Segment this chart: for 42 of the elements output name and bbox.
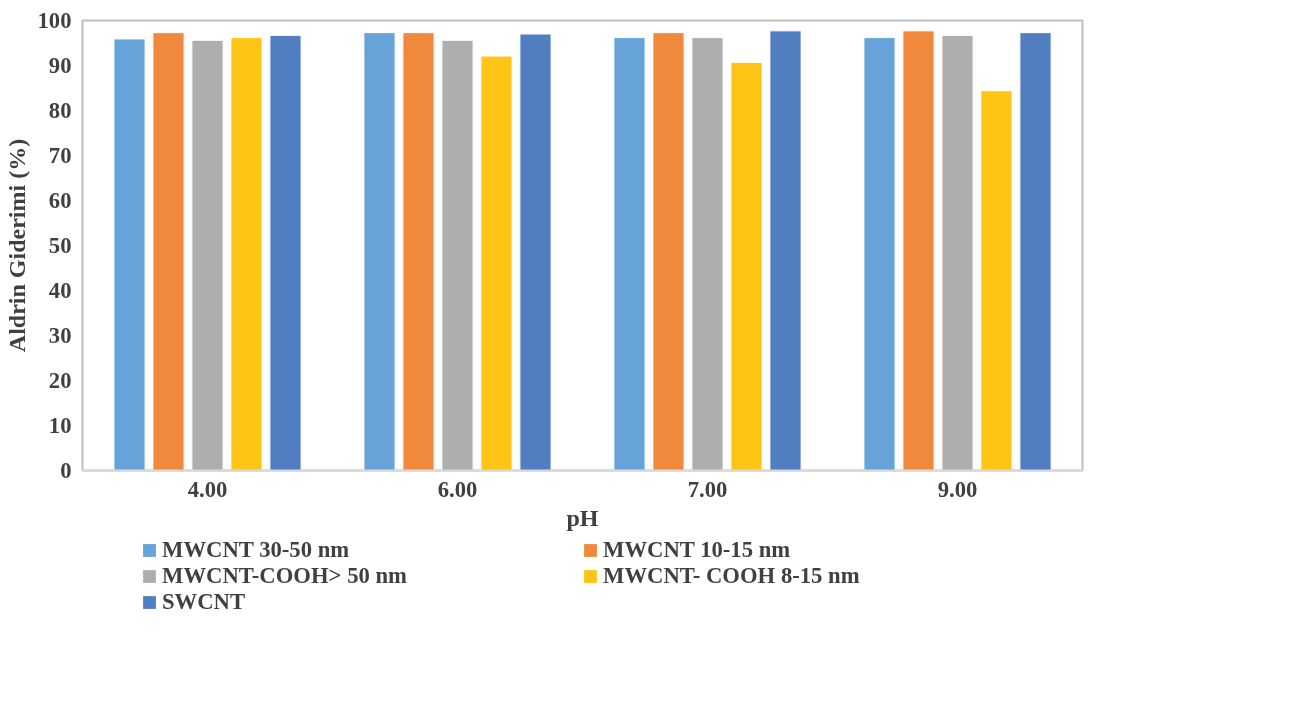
- y-tick-label: 30: [48, 323, 72, 348]
- legend-label: MWCNT 10-15 nm: [603, 537, 792, 563]
- y-tick-label: 20: [48, 368, 72, 393]
- y-tick-label: 60: [48, 188, 72, 213]
- bar: [652, 32, 685, 471]
- bar: [730, 61, 763, 471]
- bar: [769, 30, 802, 471]
- legend-label: MWCNT 30-50 nm: [162, 537, 351, 563]
- bar: [613, 37, 646, 471]
- bar: [941, 34, 974, 471]
- legend-label: SWCNT: [162, 589, 247, 615]
- y-tick-label: 50: [48, 233, 72, 258]
- bar: [691, 37, 724, 471]
- bar: [980, 90, 1013, 471]
- x-tick-label: 4.00: [187, 476, 228, 502]
- bar: [480, 55, 513, 471]
- y-axis-title: Aldrin Giderimi (%): [3, 138, 30, 353]
- y-tick-label: 100: [37, 8, 72, 33]
- y-tick-label: 70: [48, 143, 72, 168]
- y-tick-label: 40: [48, 278, 72, 303]
- bar: [269, 34, 302, 471]
- bar: [519, 33, 552, 471]
- bar: [863, 37, 896, 471]
- y-tick-label: 90: [48, 53, 72, 78]
- x-tick-label: 7.00: [687, 476, 728, 502]
- x-tick-label: 9.00: [937, 476, 978, 502]
- bar: [113, 38, 146, 471]
- bar: [363, 32, 396, 471]
- y-tick-label: 0: [60, 458, 72, 483]
- bar: [402, 32, 435, 471]
- x-axis-title: pH: [566, 504, 599, 531]
- bar: [1019, 32, 1052, 471]
- bar: [902, 30, 935, 471]
- y-tick-label: 80: [48, 98, 72, 123]
- x-tick-label: 6.00: [437, 476, 478, 502]
- bar: [191, 39, 224, 471]
- bar: [441, 39, 474, 471]
- legend-label: MWCNT-COOH> 50 nm: [162, 563, 408, 589]
- bar: [152, 32, 185, 471]
- y-tick-label: 10: [48, 413, 72, 438]
- legend-label: MWCNT- COOH 8-15 nm: [603, 563, 861, 589]
- bar: [230, 37, 263, 471]
